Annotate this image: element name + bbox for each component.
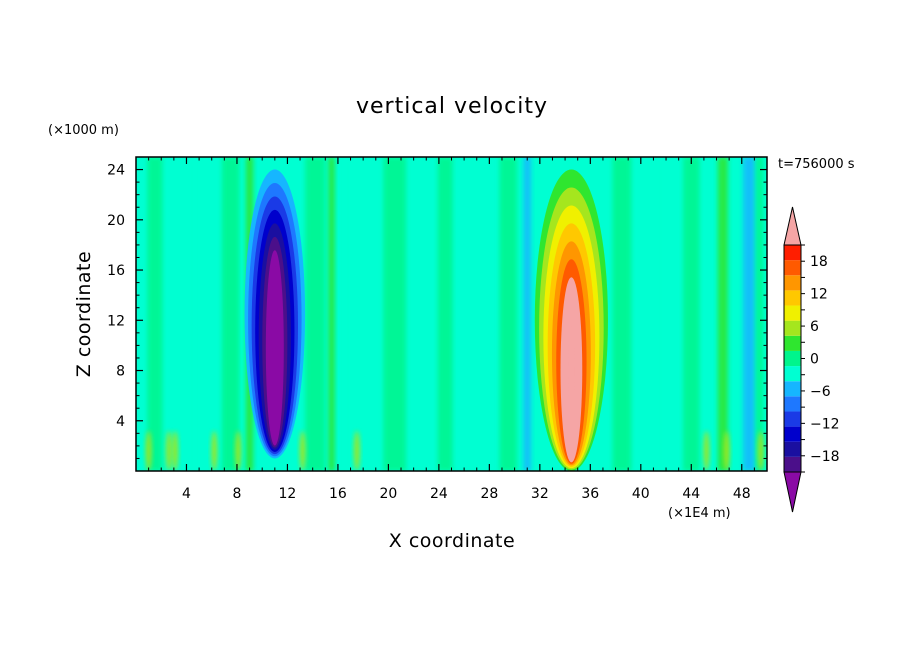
field-streak: [305, 157, 326, 471]
y-axis-label: Z coordinate: [73, 251, 95, 377]
x-tick-label: 36: [581, 486, 599, 502]
colorbar-box: [784, 320, 801, 336]
colorbar-box: [784, 350, 801, 367]
background-streaks: [145, 157, 764, 471]
plot-area: [136, 157, 767, 471]
x-tick-label: 40: [632, 486, 650, 502]
surface-spike: [145, 430, 152, 471]
y-tick-label: 16: [107, 263, 125, 279]
field-streak: [343, 157, 358, 471]
updraft-plume: [534, 169, 608, 471]
surface-spike: [723, 430, 730, 471]
x-tick-label: 4: [182, 486, 191, 502]
x-tick-label: 48: [733, 486, 751, 502]
y-tick-label: 20: [107, 213, 125, 229]
field-streak: [683, 157, 700, 471]
y-unit-label: (×1000 m): [48, 123, 119, 138]
field-streak: [437, 157, 453, 471]
colorbar-box: [784, 245, 801, 261]
y-tick-label: 8: [116, 364, 125, 380]
x-tick-label: 32: [531, 486, 549, 502]
field-streak: [654, 157, 666, 471]
y-tick-label: 12: [107, 313, 125, 329]
colorbar-box: [784, 381, 801, 397]
surface-spike: [211, 430, 218, 471]
colorbar-box: [784, 260, 801, 276]
x-axis: 4 8 12 16 20 24 28 32 36 40 44 48: [148, 157, 755, 502]
time-label: t=756000 s: [778, 157, 855, 172]
colorbar-box: [784, 411, 801, 427]
x-tick-label: 44: [682, 486, 700, 502]
field-streak: [383, 157, 407, 471]
x-tick-label: 8: [232, 486, 241, 502]
x-tick-label: 12: [279, 486, 297, 502]
colorbar-box: [784, 396, 801, 412]
surface-spike: [703, 430, 710, 471]
x-tick-label: 20: [379, 486, 397, 502]
surface-spike: [299, 430, 306, 471]
downdraft-plume: [244, 169, 306, 459]
y-tick-label: 4: [116, 414, 125, 430]
field-streak: [465, 157, 476, 471]
y-axis: 4 8 12 16 20 24: [107, 163, 767, 459]
colorbar-tick-label: −18: [810, 449, 840, 465]
colorbar-tick-label: 18: [810, 254, 828, 270]
field-streak: [612, 157, 632, 471]
y-tick-label: 24: [107, 163, 125, 179]
field-streak: [147, 157, 163, 471]
field-streak: [221, 157, 240, 471]
surface-spike: [353, 430, 360, 471]
downdraft-core: [271, 263, 278, 377]
colorbar-box: [784, 441, 801, 457]
colorbar-box: [784, 305, 801, 321]
field-streak: [523, 157, 532, 471]
x-unit-label: (×1E4 m): [668, 506, 731, 521]
surface-spike: [235, 430, 242, 471]
colorbar-tick-label: −6: [810, 384, 831, 400]
colorbar-box: [784, 456, 801, 472]
surface-spike: [757, 430, 764, 471]
surface-spike: [165, 430, 172, 471]
field-streak: [717, 157, 728, 471]
colorbar-tick-label: 0: [810, 352, 819, 368]
colorbar-tick-label: −12: [810, 416, 840, 432]
field-streak: [755, 157, 764, 471]
x-axis-label: X coordinate: [389, 530, 515, 552]
surface-spike: [172, 430, 179, 471]
colorbar-box: [784, 426, 801, 442]
colorbar-under-triangle: [783, 471, 802, 513]
x-tick-label: 28: [480, 486, 498, 502]
field-streak: [187, 157, 199, 471]
colorbar-box: [784, 290, 801, 306]
colorbar-box: [784, 366, 801, 382]
x-tick-label: 16: [329, 486, 347, 502]
field-streak: [743, 157, 756, 471]
colorbar: 18 12 6 0 −6 −12 −18: [783, 206, 840, 513]
colorbar-tick-label: 12: [810, 287, 828, 303]
colorbar-over-triangle: [783, 206, 802, 246]
field-streak: [328, 157, 335, 471]
updraft-core: [568, 326, 575, 415]
field-streak: [499, 157, 518, 471]
colorbar-tick-label: 6: [810, 319, 819, 335]
colorbar-box: [784, 275, 801, 291]
colorbar-box: [784, 335, 801, 351]
chart-title: vertical velocity: [356, 94, 548, 119]
x-tick-label: 24: [430, 486, 448, 502]
